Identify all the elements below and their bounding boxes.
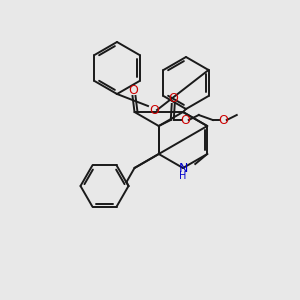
Text: O: O xyxy=(129,83,138,97)
Text: O: O xyxy=(149,104,159,118)
Text: O: O xyxy=(168,92,178,104)
Text: N: N xyxy=(178,161,188,175)
Text: O: O xyxy=(180,113,190,127)
Text: H: H xyxy=(179,171,187,181)
Text: O: O xyxy=(218,113,228,127)
